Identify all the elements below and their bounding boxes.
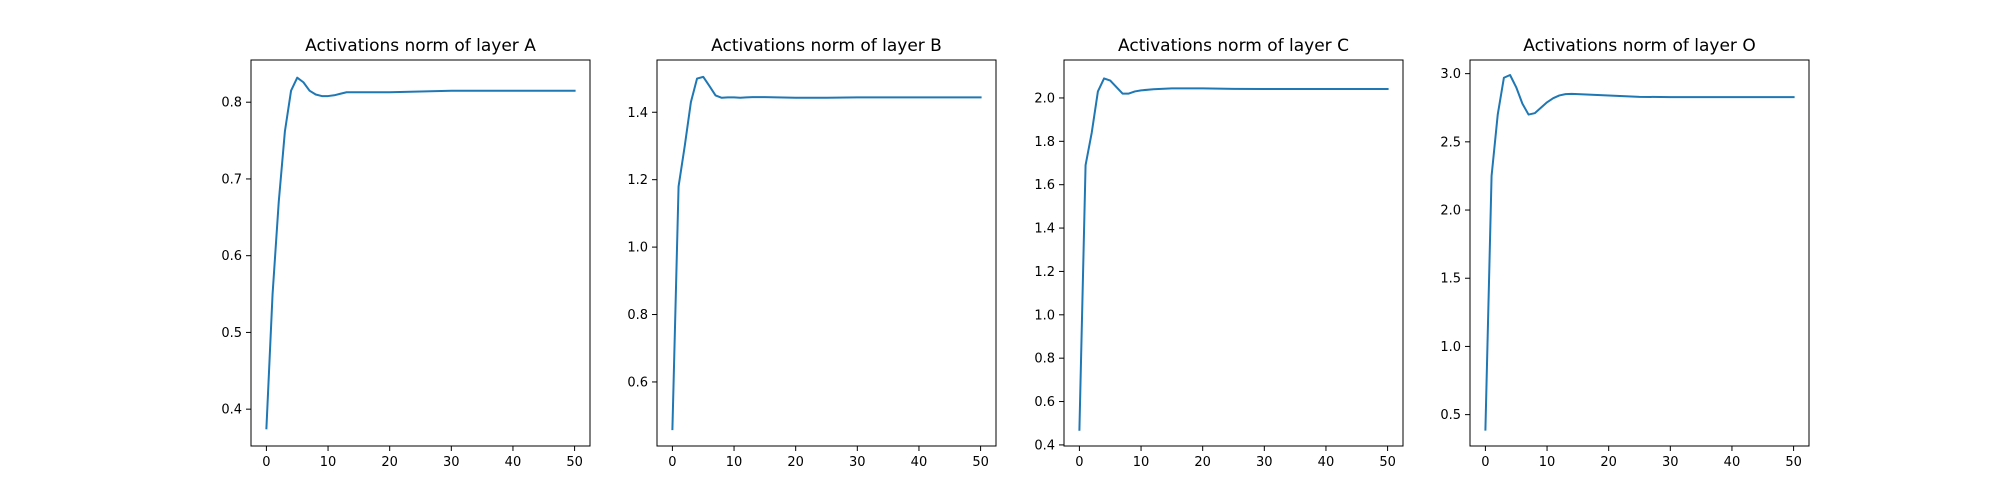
chart-title: Activations norm of layer O <box>1523 36 1755 56</box>
y-tick-label: 2.0 <box>1440 204 1461 219</box>
x-tick-label: 40 <box>1724 455 1741 470</box>
x-tick-label: 30 <box>443 455 460 470</box>
chart-layer-c: Activations norm of layer C 0 10 20 30 40 50 0… <box>1034 36 1404 470</box>
y-tick-label: 1.4 <box>1034 222 1055 237</box>
x-tick-label: 10 <box>1133 455 1150 470</box>
x-tick-label: 50 <box>972 455 989 470</box>
y-tick-label: 1.0 <box>1440 340 1461 355</box>
chart-layer-b: Activations norm of layer B 0 10 20 30 40 50 0… <box>627 36 997 470</box>
y-tick-label: 1.6 <box>1034 178 1055 193</box>
chart-layer-o: Activations norm of layer O 0 10 20 30 40 50 0… <box>1440 36 1810 470</box>
y-tick-label: 2.5 <box>1440 135 1461 150</box>
chart-title: Activations norm of layer C <box>1118 36 1349 56</box>
axes-frame <box>250 59 591 447</box>
x-tick-label: 20 <box>381 455 398 470</box>
y-tick-label: 0.6 <box>221 249 242 264</box>
x-tick-label: 20 <box>1600 455 1617 470</box>
x-tick-label: 30 <box>849 455 866 470</box>
x-tick-label: 0 <box>262 455 270 470</box>
series-line <box>1078 77 1389 431</box>
x-tick-label: 50 <box>1785 455 1802 470</box>
x-tick-label: 50 <box>1379 455 1396 470</box>
axes-frame <box>1469 59 1810 447</box>
y-tick-label: 1.8 <box>1034 135 1055 150</box>
y-tick-label: 2.0 <box>1034 91 1055 106</box>
y-tick-label: 0.4 <box>221 403 242 418</box>
x-tick-label: 30 <box>1256 455 1273 470</box>
y-tick-label: 0.4 <box>1034 438 1055 453</box>
y-tick-label: 0.6 <box>627 375 648 390</box>
series-line <box>265 76 576 430</box>
y-tick-label: 0.8 <box>221 96 242 111</box>
y-tick-label: 1.2 <box>627 173 648 188</box>
x-tick-label: 40 <box>1318 455 1335 470</box>
x-tick-label: 20 <box>1194 455 1211 470</box>
x-tick-label: 10 <box>320 455 337 470</box>
y-tick-label: 0.8 <box>1034 352 1055 367</box>
y-tick-label: 0.8 <box>627 308 648 323</box>
y-tick-label: 1.0 <box>627 241 648 256</box>
y-tick-label: 1.0 <box>1034 308 1055 323</box>
y-tick-label: 0.5 <box>221 326 242 341</box>
y-tick-label: 0.5 <box>1440 408 1461 423</box>
axes-frame <box>656 59 997 447</box>
x-tick-label: 20 <box>787 455 804 470</box>
y-tick-label: 0.7 <box>221 172 242 187</box>
y-tick-label: 3.0 <box>1440 67 1461 82</box>
y-tick-label: 1.4 <box>627 106 648 121</box>
x-tick-label: 0 <box>1075 455 1083 470</box>
chart-title: Activations norm of layer B <box>711 36 942 56</box>
chart-title: Activations norm of layer A <box>305 36 536 56</box>
x-tick-label: 40 <box>911 455 928 470</box>
x-tick-label: 10 <box>726 455 743 470</box>
x-tick-label: 50 <box>566 455 583 470</box>
x-tick-label: 0 <box>1481 455 1489 470</box>
x-tick-label: 40 <box>505 455 522 470</box>
y-tick-label: 0.6 <box>1034 395 1055 410</box>
series-line <box>1484 74 1795 431</box>
x-tick-label: 30 <box>1662 455 1679 470</box>
axes-frame <box>1063 59 1404 447</box>
x-tick-label: 0 <box>668 455 676 470</box>
y-tick-label: 1.5 <box>1440 272 1461 287</box>
chart-layer-a: Activations norm of layer A 0 10 20 30 40 50 0… <box>221 36 591 470</box>
y-tick-label: 1.2 <box>1034 265 1055 280</box>
series-line <box>671 75 982 431</box>
x-tick-label: 10 <box>1539 455 1556 470</box>
